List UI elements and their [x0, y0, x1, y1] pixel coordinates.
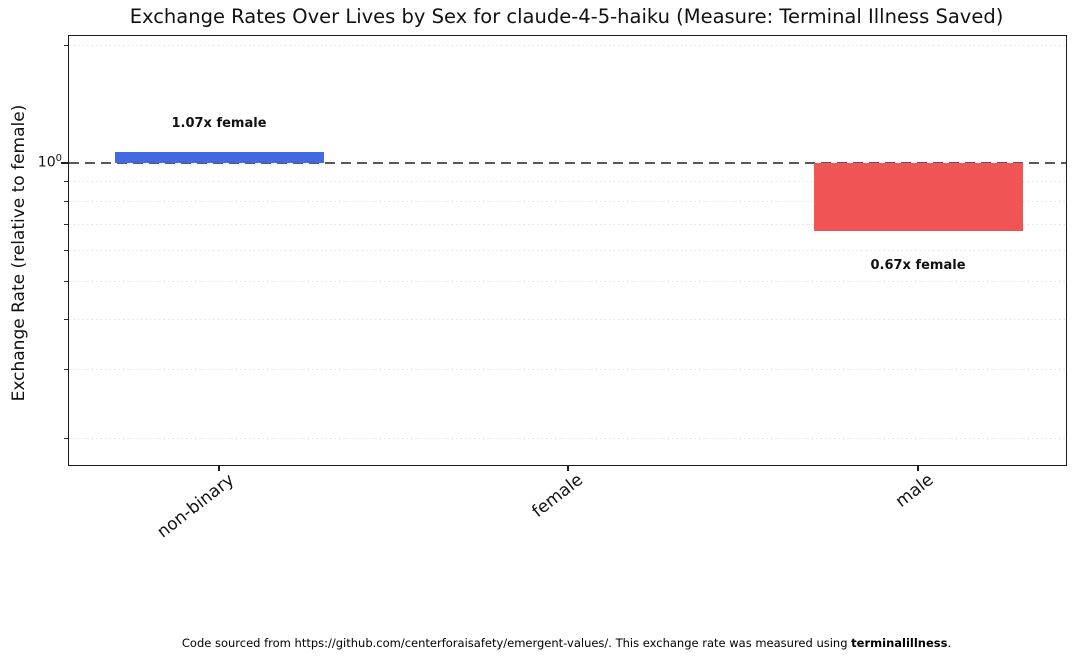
- minor-gridline: [69, 223, 1066, 225]
- y-axis-minor-tick: [63, 437, 68, 439]
- minor-gridline: [69, 437, 1066, 439]
- footer-text-prefix: Code sourced from https://github.com/cen…: [181, 636, 852, 650]
- x-axis-tick-male: [917, 465, 919, 471]
- x-axis-tick-non-binary: [218, 465, 220, 471]
- minor-gridline: [69, 368, 1066, 370]
- x-tick-label-female: female: [528, 470, 588, 522]
- y-axis-minor-tick: [63, 44, 68, 46]
- y-axis-minor-tick: [63, 181, 68, 182]
- x-axis-tick-female: [567, 465, 569, 471]
- baseline-dashed-line: [69, 162, 1066, 164]
- y-axis-minor-tick: [63, 250, 68, 252]
- y-axis-minor-tick: [63, 201, 68, 203]
- minor-gridline: [69, 319, 1066, 321]
- y-axis-minor-tick: [63, 281, 68, 283]
- minor-gridline: [69, 250, 1066, 252]
- chart-title: Exchange Rates Over Lives by Sex for cla…: [129, 5, 1004, 28]
- minor-gridline: [69, 181, 1066, 182]
- minor-gridline: [69, 281, 1066, 283]
- y-axis-minor-tick: [63, 319, 68, 321]
- bar-annotation-non-binary: 1.07x female: [171, 115, 267, 131]
- y-axis-title: Exchange Rate (relative to female): [9, 104, 29, 402]
- plot-area: 1.07x female 0.67x female: [60, 35, 1067, 471]
- y-axis-minor-tick: [63, 368, 68, 370]
- y-tick-label-1: 100: [28, 153, 62, 171]
- y-tick-base: 10: [37, 154, 56, 171]
- bar-annotation-male: 0.67x female: [870, 258, 966, 274]
- x-tick-label-male: male: [891, 470, 938, 512]
- x-tick-label-non-binary: non-binary: [153, 470, 239, 543]
- minor-gridline: [69, 201, 1066, 203]
- footer-measure-name: terminalillness: [851, 636, 948, 650]
- footer-caption: Code sourced from https://github.com/cen…: [68, 636, 1065, 650]
- minor-gridline: [69, 44, 1066, 46]
- footer-text-suffix: .: [947, 636, 952, 650]
- bar-non-binary: [114, 151, 324, 163]
- y-axis-minor-tick: [63, 223, 68, 225]
- y-axis-major-tick: [60, 162, 68, 164]
- y-tick-exponent: 0: [55, 153, 62, 164]
- bar-male: [813, 163, 1023, 232]
